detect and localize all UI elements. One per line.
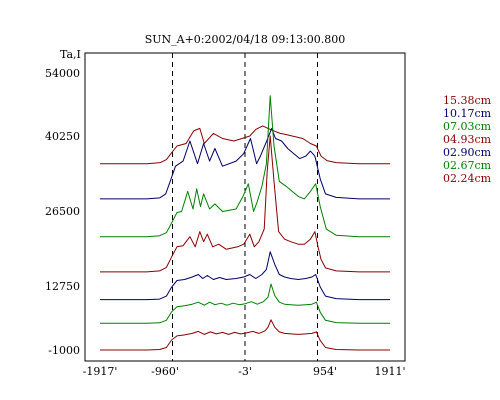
- y-tick-label: 40250: [45, 130, 80, 143]
- x-tick-label: 954': [313, 365, 337, 378]
- legend-entry: 10.17cm: [443, 107, 492, 120]
- legend-entry: 02.67cm: [443, 159, 492, 172]
- legend-entry: 07.03cm: [443, 120, 492, 133]
- x-tick-label: -3': [238, 365, 252, 378]
- y-tick-labels: 54000 40250 26500 12750 -1000: [45, 67, 80, 357]
- legend-entry: 04.93cm: [443, 133, 492, 146]
- x-tick-label: -960': [151, 365, 179, 378]
- series-line: [100, 125, 390, 165]
- series-line: [100, 251, 390, 301]
- legend-entry: 02.24cm: [443, 172, 492, 185]
- legend-entry: 02.90cm: [443, 146, 492, 159]
- vertical-markers: [172, 53, 318, 361]
- y-tick-label: 54000: [45, 67, 80, 80]
- chart-title: SUN_A+0:2002/04/18 09:13:00.800: [145, 33, 346, 46]
- series-line: [100, 127, 390, 200]
- y-tick-label: 12750: [45, 280, 80, 293]
- x-tick-label: 1911': [374, 365, 405, 378]
- series-line: [100, 95, 390, 238]
- y-axis-label: Ta,I: [60, 48, 81, 61]
- y-tick-label: -1000: [48, 344, 80, 357]
- x-tick-labels: -1917' -960' -3' 954' 1911': [83, 365, 406, 378]
- x-tick-label: -1917': [83, 365, 118, 378]
- legend: 15.38cm10.17cm07.03cm04.93cm02.90cm02.67…: [443, 94, 492, 185]
- legend-entry: 15.38cm: [443, 94, 492, 107]
- series-line: [100, 319, 390, 351]
- series-line: [100, 283, 390, 324]
- series-line: [100, 135, 390, 273]
- y-tick-label: 26500: [45, 205, 80, 218]
- series-traces: [100, 95, 390, 351]
